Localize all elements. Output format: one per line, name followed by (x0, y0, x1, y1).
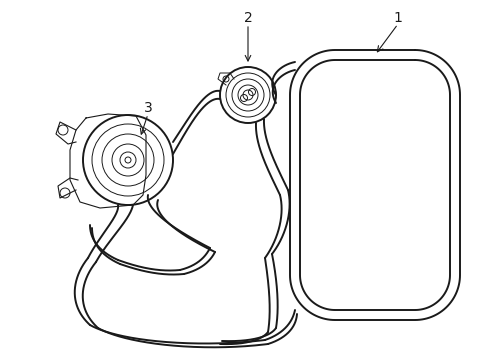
Text: 3: 3 (143, 101, 152, 115)
Text: 2: 2 (243, 11, 252, 25)
Text: 1: 1 (393, 11, 402, 25)
